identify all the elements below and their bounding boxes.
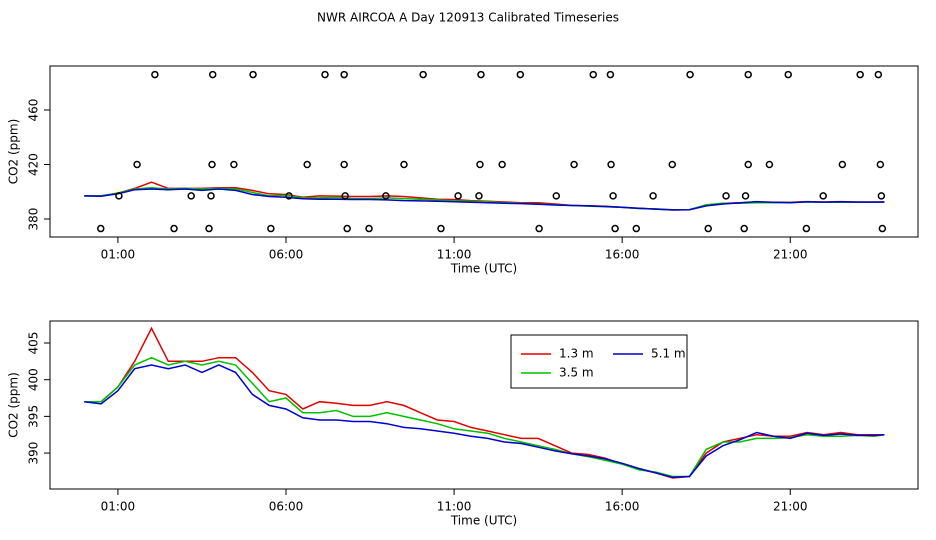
point — [205, 224, 213, 233]
point — [632, 224, 641, 233]
point — [606, 70, 615, 79]
point — [341, 192, 349, 200]
point — [878, 224, 887, 233]
point — [419, 70, 427, 79]
y-tick-label: 395 — [27, 405, 41, 428]
point — [97, 224, 105, 233]
point — [744, 160, 752, 169]
x-tick-label: 11:00 — [437, 248, 472, 262]
y-tick-label: 390 — [27, 442, 41, 465]
point — [722, 192, 730, 200]
y-axis-label: CO2 (ppm) — [7, 119, 21, 185]
series-line — [84, 186, 885, 211]
x-tick-label: 11:00 — [437, 500, 472, 514]
point — [476, 160, 484, 169]
y-tick-label: 405 — [27, 332, 41, 355]
point — [686, 70, 694, 79]
point — [475, 192, 483, 200]
x-tick-label: 01:00 — [101, 248, 136, 262]
plot-frame — [49, 320, 919, 490]
y-tick-label: 420 — [27, 153, 41, 176]
legend-label: 1.3 m — [559, 347, 594, 361]
x-tick-label: 01:00 — [101, 500, 136, 514]
point — [400, 160, 408, 169]
point — [477, 70, 485, 79]
series-line — [84, 326, 885, 479]
point — [704, 224, 712, 233]
point — [876, 160, 885, 169]
x-tick-label: 06:00 — [269, 248, 304, 262]
point — [765, 160, 774, 169]
series-line — [84, 188, 885, 211]
point — [382, 192, 390, 200]
y-tick-label: 400 — [27, 368, 41, 391]
y-tick-label: 380 — [27, 208, 41, 231]
point — [151, 70, 159, 79]
point — [454, 192, 462, 200]
point — [133, 160, 141, 169]
point — [874, 70, 883, 79]
point — [365, 224, 373, 233]
point — [535, 224, 543, 233]
legend-label: 3.5 m — [559, 366, 594, 380]
y-axis-label: CO2 (ppm) — [7, 372, 21, 438]
point — [877, 192, 886, 200]
point — [207, 192, 215, 200]
point — [516, 70, 525, 79]
point — [498, 160, 506, 169]
point — [649, 192, 657, 200]
point — [609, 192, 617, 200]
series-line — [84, 181, 885, 211]
point — [187, 192, 195, 200]
legend-box — [510, 334, 688, 389]
point — [744, 70, 752, 79]
point — [741, 192, 750, 200]
point — [170, 224, 178, 233]
point — [340, 160, 348, 169]
point — [740, 224, 748, 233]
x-tick-label: 21:00 — [773, 500, 808, 514]
point — [267, 224, 275, 233]
point — [589, 70, 598, 79]
point — [340, 70, 348, 79]
x-tick-label: 16:00 — [605, 248, 640, 262]
point — [343, 224, 351, 233]
x-axis-label: Time (UTC) — [450, 514, 517, 528]
x-tick-label: 16:00 — [605, 500, 640, 514]
point — [802, 224, 811, 233]
x-axis-label: Time (UTC) — [450, 262, 517, 276]
point — [249, 70, 257, 79]
y-tick-label: 460 — [27, 99, 41, 122]
point — [784, 70, 792, 79]
x-tick-label: 21:00 — [773, 248, 808, 262]
point — [570, 160, 578, 169]
point — [208, 160, 216, 169]
x-tick-label: 06:00 — [269, 500, 304, 514]
legend-label: 5.1 m — [651, 347, 686, 361]
point — [115, 192, 123, 200]
point — [819, 192, 827, 200]
plot-frame — [49, 65, 919, 238]
point — [607, 160, 615, 169]
point — [838, 160, 847, 169]
point — [230, 160, 238, 169]
series-line — [84, 364, 885, 479]
page-title: NWR AIRCOA A Day 120913 Calibrated Times… — [317, 11, 619, 25]
point — [552, 192, 561, 200]
point — [303, 160, 311, 169]
point — [285, 192, 293, 200]
series-line — [84, 356, 885, 478]
point — [321, 70, 329, 79]
point — [668, 160, 677, 169]
point — [208, 70, 217, 79]
point — [437, 224, 445, 233]
point — [856, 70, 864, 79]
point — [611, 224, 619, 233]
